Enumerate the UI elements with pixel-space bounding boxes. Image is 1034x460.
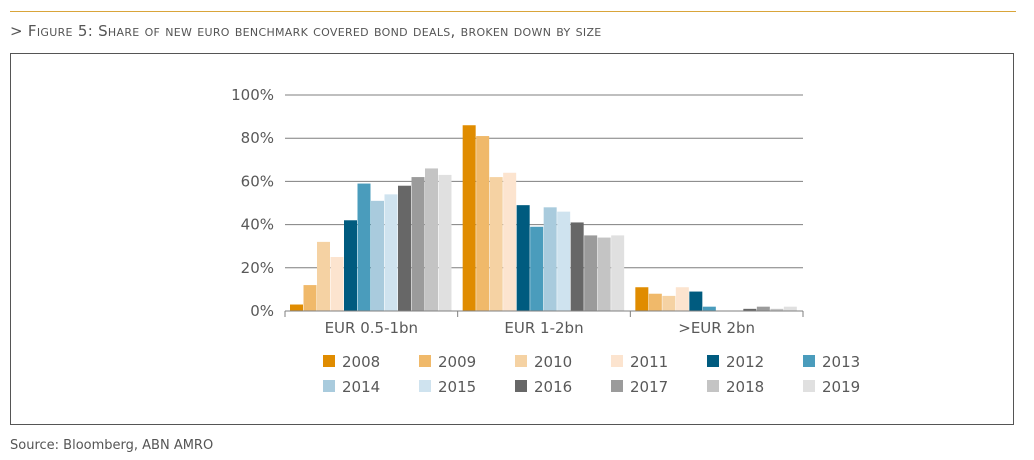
bar-2016: [398, 185, 411, 311]
bar-2015: [384, 194, 398, 311]
legend-swatch: [803, 380, 815, 392]
bar-2008: [290, 304, 303, 311]
legend-label: 2018: [726, 378, 764, 396]
legend-label: 2012: [726, 353, 764, 371]
legend-swatch: [803, 355, 815, 367]
bar-2008: [635, 287, 649, 311]
legend-label: 2008: [342, 353, 380, 371]
y-tick-label: 60%: [241, 172, 274, 190]
bar-2014: [543, 207, 557, 311]
legend-label: 2013: [822, 353, 860, 371]
bar-2011: [675, 287, 689, 311]
legend-label: 2017: [630, 378, 668, 396]
bar-2013: [702, 306, 716, 311]
x-tick-label: >EUR 2bn: [678, 319, 755, 337]
legend-swatch: [419, 355, 431, 367]
legend-swatch: [707, 380, 719, 392]
bar-chart: 0% 20% 40% 60% 80% 100% EUR 0.5-1bn EUR 1-2bn >E…: [231, 86, 860, 396]
chart-frame: 0% 20% 40% 60% 80% 100% EUR 0.5-1bn EUR 1-2bn >E…: [10, 53, 1014, 425]
bar-2011: [503, 172, 517, 311]
bar-2012: [344, 220, 357, 311]
bar-2012: [516, 205, 530, 311]
bar-2016: [743, 308, 757, 311]
legend-swatch: [611, 355, 623, 367]
bar-2014: [371, 200, 384, 311]
y-tick-label: 100%: [231, 86, 274, 104]
bar-2018: [425, 168, 438, 311]
legend-label: 2019: [822, 378, 860, 396]
legend-swatch: [323, 355, 335, 367]
legend-swatch: [515, 355, 527, 367]
bar-2009: [648, 293, 662, 311]
bar-2018: [770, 308, 784, 311]
bar-2009: [476, 136, 490, 311]
legend-label: 2010: [534, 353, 572, 371]
legend-swatch: [323, 380, 335, 392]
bar-2010: [662, 295, 676, 311]
legend-swatch: [707, 355, 719, 367]
legend-label: 2015: [438, 378, 476, 396]
bar-2012: [689, 291, 703, 311]
y-tick-label: 0%: [250, 302, 274, 320]
legend-label: 2009: [438, 353, 476, 371]
legend-swatch: [611, 380, 623, 392]
x-tick-label: EUR 0.5-1bn: [325, 319, 419, 337]
bar-2019: [438, 174, 452, 311]
legend-label: 2011: [630, 353, 668, 371]
bar-2018: [597, 237, 611, 311]
y-tick-label: 80%: [241, 129, 274, 147]
bar-2011: [330, 257, 344, 311]
legend-swatch: [419, 380, 431, 392]
bar-2019: [783, 306, 797, 311]
x-tick-label: EUR 1-2bn: [504, 319, 583, 337]
bar-2017: [584, 235, 598, 311]
bar-2017: [756, 306, 770, 311]
bar-2008: [462, 125, 476, 312]
source-note: Source: Bloomberg, ABN AMRO: [10, 438, 214, 453]
y-tick-label: 40%: [241, 216, 274, 234]
bar-2016: [570, 222, 584, 311]
legend-label: 2014: [342, 378, 380, 396]
bar-2010: [489, 177, 503, 311]
bar-2015: [557, 211, 571, 311]
bar-2009: [303, 285, 317, 311]
figure-title: > Figure 5: Share of new euro benchmark …: [10, 22, 602, 40]
bar-2019: [611, 235, 625, 311]
legend-label: 2016: [534, 378, 572, 396]
y-tick-label: 20%: [241, 259, 274, 277]
bar-2013: [357, 183, 371, 311]
bar-2010: [317, 241, 330, 311]
bar-2017: [411, 177, 425, 311]
bar-2013: [530, 226, 544, 311]
legend-swatch: [515, 380, 527, 392]
title-rule: [10, 11, 1016, 12]
